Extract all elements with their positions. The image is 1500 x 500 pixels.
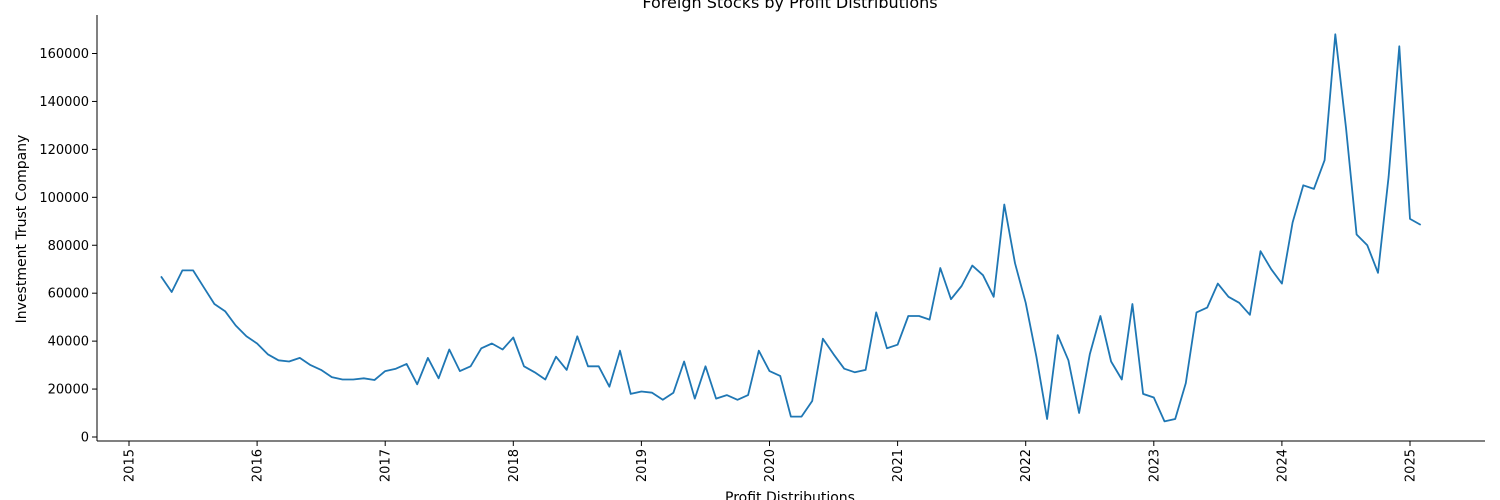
series-line xyxy=(160,33,1422,423)
chart-title: Foreign Stocks by Profit Distributions xyxy=(642,0,937,12)
y-tick-label: 60000 xyxy=(48,287,89,302)
y-tick-label: 100000 xyxy=(39,191,89,206)
y-axis-title: Investment Trust Company xyxy=(14,135,30,324)
y-tick-label: 160000 xyxy=(39,47,89,62)
x-axis-ticks: 2015 2016 2017 2018 2019 2020 2021 2022 2023 2024… xyxy=(123,441,1419,482)
x-tick-label: 2019 xyxy=(635,449,650,482)
x-tick-label: 2024 xyxy=(1275,449,1290,482)
y-tick-label: 80000 xyxy=(48,239,89,254)
x-tick-label: 2018 xyxy=(507,449,522,482)
y-axis-ticks: 0 20000 40000 60000 80000 100000 120000 140000 1… xyxy=(39,47,97,446)
x-axis-title: Profit Distributions xyxy=(725,490,855,500)
x-tick-label: 2016 xyxy=(251,449,266,482)
x-tick-label: 2021 xyxy=(891,449,906,482)
y-tick-label: 120000 xyxy=(39,143,89,158)
y-tick-label: 140000 xyxy=(39,95,89,110)
x-tick-label: 2020 xyxy=(763,449,778,482)
x-tick-label: 2025 xyxy=(1404,449,1419,482)
x-tick-label: 2015 xyxy=(123,449,138,482)
y-tick-label: 0 xyxy=(81,431,89,446)
y-tick-label: 20000 xyxy=(48,383,89,398)
y-tick-label: 40000 xyxy=(48,335,89,350)
x-tick-label: 2017 xyxy=(379,449,394,482)
x-tick-label: 2023 xyxy=(1147,449,1162,482)
x-tick-label: 2022 xyxy=(1019,449,1034,482)
